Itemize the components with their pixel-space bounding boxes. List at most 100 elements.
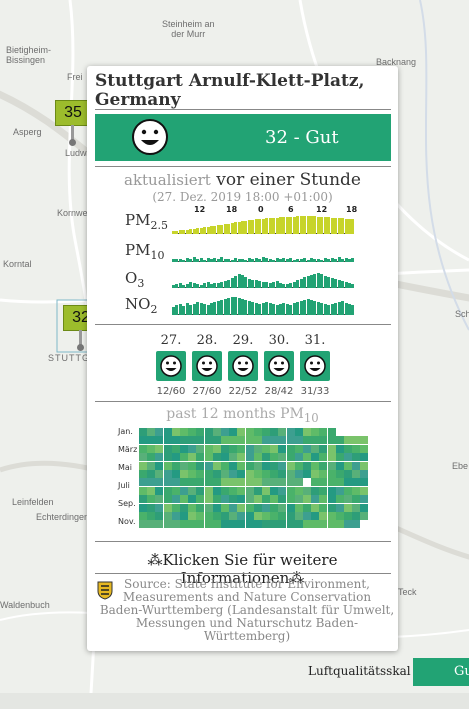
bar <box>223 281 227 288</box>
calendar-cell <box>286 495 295 504</box>
bar <box>334 259 338 262</box>
calendar-cell <box>335 436 344 445</box>
bar <box>178 259 182 262</box>
bar <box>282 303 286 315</box>
bar <box>216 283 220 288</box>
calendar-cell <box>221 495 229 504</box>
calendar-cell <box>344 495 352 504</box>
bar <box>351 305 355 315</box>
calendar-cell <box>352 453 361 462</box>
bar <box>172 307 175 315</box>
month-label: März <box>118 445 138 454</box>
calendar-cell <box>245 512 254 520</box>
place-freiberg: Frei <box>67 72 83 82</box>
calendar-cell <box>139 503 147 512</box>
bar <box>265 218 269 234</box>
calendar-cell <box>155 520 164 529</box>
bar <box>320 260 324 262</box>
station-popup[interactable]: Stuttgart Arnulf-Klett-Platz, Germany 32… <box>87 66 398 651</box>
calendar-cell <box>262 428 270 436</box>
calendar-cell <box>253 453 262 462</box>
bar <box>351 284 355 288</box>
calendar-cell <box>327 520 336 529</box>
calendar-cell <box>352 461 361 470</box>
bar <box>185 284 189 288</box>
calendar-cell <box>139 478 147 487</box>
calendar-cell <box>278 428 287 436</box>
bar <box>220 257 224 262</box>
calendar-cell <box>303 444 311 453</box>
place-teck: Teck <box>398 587 417 597</box>
calendar-cell <box>319 444 328 453</box>
bar <box>275 281 279 288</box>
bar <box>192 229 196 234</box>
calendar-cell <box>294 461 303 470</box>
bar <box>334 218 338 234</box>
aqi-scale-good[interactable]: Gu <box>413 658 469 686</box>
calendar-cell <box>188 470 197 478</box>
calendar-cell <box>335 486 344 495</box>
bar <box>310 275 313 288</box>
bar <box>261 257 265 262</box>
calendar-cell <box>245 470 254 478</box>
bar <box>296 280 300 288</box>
month-label: Juli <box>118 481 130 490</box>
calendar-cell <box>163 470 172 478</box>
bar <box>227 280 231 288</box>
bar <box>323 304 327 315</box>
calendar-cell <box>188 436 197 445</box>
calendar-cell <box>278 520 287 529</box>
hour-label: 12 <box>194 205 206 214</box>
aqi-scale-label: Luftqualitätsskal <box>308 664 411 678</box>
station-marker-35[interactable]: 35 <box>55 100 91 146</box>
calendar-cell <box>171 436 180 445</box>
calendar-cell <box>253 436 262 445</box>
bar <box>351 219 355 234</box>
calendar-cell <box>327 486 336 495</box>
bar <box>220 300 224 315</box>
bar <box>182 306 186 315</box>
calendar-cell <box>204 520 213 529</box>
calendar-cell <box>221 444 229 453</box>
bar <box>237 298 241 315</box>
calendar-cell <box>335 461 344 470</box>
place-waldenbuch: Waldenbuch <box>0 600 50 610</box>
calendar-cell <box>163 478 172 487</box>
calendar-cell <box>204 486 213 495</box>
calendar-cell <box>352 512 361 520</box>
calendar-cell <box>253 503 262 512</box>
calendar-cell <box>147 444 156 453</box>
updated-relative: vor einer Stunde <box>216 170 361 190</box>
calendar-cell <box>147 520 156 529</box>
calendar-cell <box>212 520 221 529</box>
calendar-cell <box>360 453 369 462</box>
divider <box>95 541 391 542</box>
bar <box>223 259 227 262</box>
calendar-cell <box>204 495 213 504</box>
bar <box>206 227 210 234</box>
divider <box>95 401 391 402</box>
calendar-cell <box>294 428 303 436</box>
calendar-cell <box>237 503 246 512</box>
bar <box>285 259 289 262</box>
calendar-cell <box>294 495 303 504</box>
place-stuttgart: STUTTGART <box>48 353 111 363</box>
bar <box>220 282 224 288</box>
calendar-cell <box>278 444 287 453</box>
calendar-cell <box>204 444 213 453</box>
bar <box>327 259 331 262</box>
calendar-cell <box>180 453 188 462</box>
bar <box>175 284 179 288</box>
calendar-cell <box>139 495 147 504</box>
calendar-cell <box>237 478 246 487</box>
calendar-cell <box>163 486 172 495</box>
calendar-cell <box>278 478 287 487</box>
calendar-cell <box>188 444 197 453</box>
divider <box>95 109 391 110</box>
bar <box>175 259 179 262</box>
calendar-cell <box>163 453 172 462</box>
bar <box>220 225 224 234</box>
bar <box>209 226 213 234</box>
calendar-cell <box>221 520 229 529</box>
updated-line: aktualisiert vor einer Stunde <box>87 170 398 190</box>
